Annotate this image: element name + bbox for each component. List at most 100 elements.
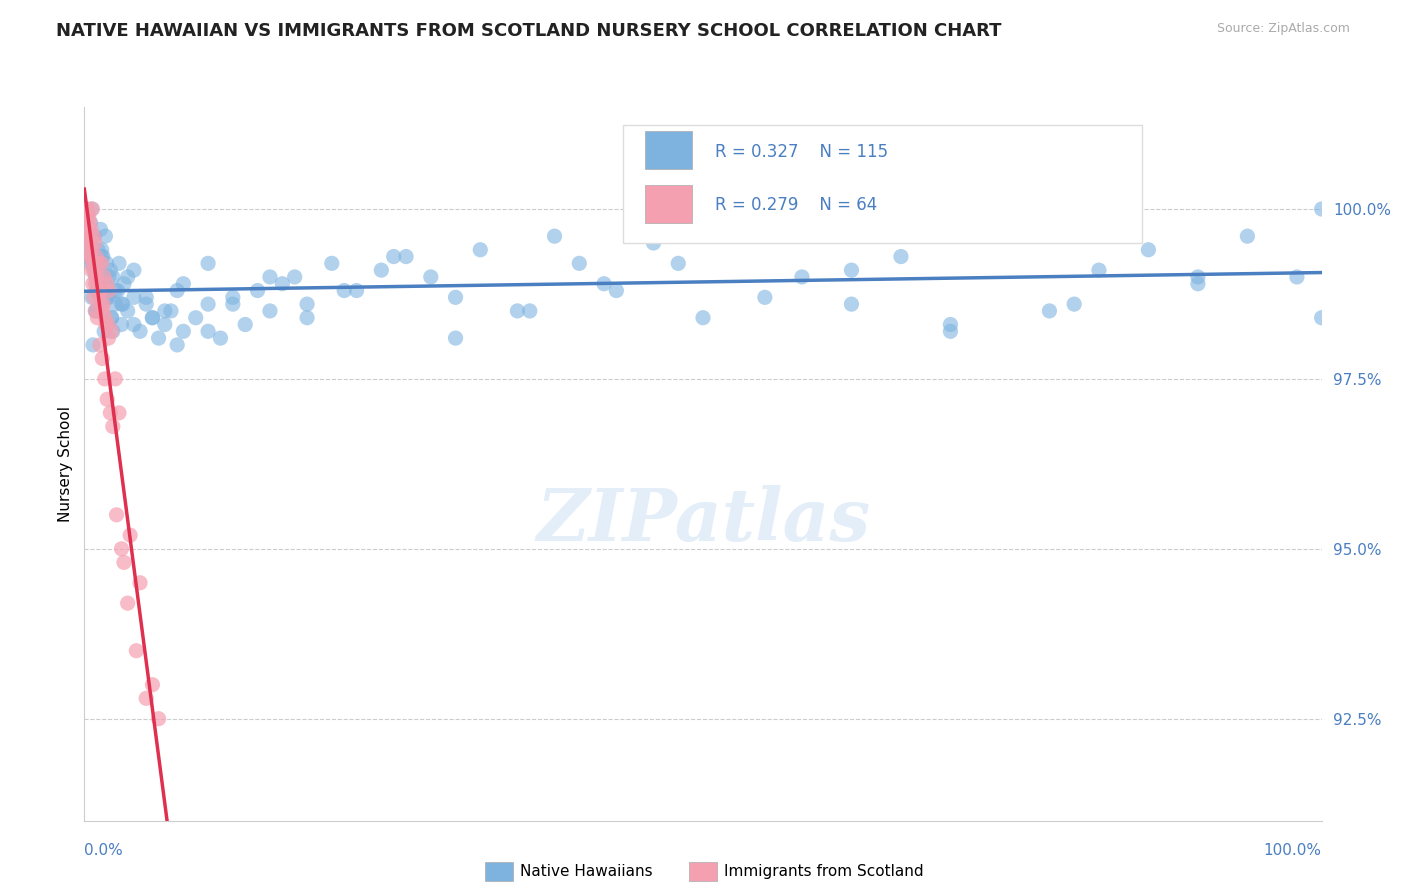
Point: [89, 263, 111, 277]
Point: [79, 216, 101, 230]
Point: [83, 290, 105, 304]
Point: [1088, 263, 1111, 277]
Point: [80, 202, 103, 216]
Point: [75, 202, 97, 216]
Point: [86, 304, 108, 318]
Point: [83, 263, 105, 277]
Point: [141, 310, 163, 325]
Point: [153, 304, 176, 318]
Point: [84, 304, 107, 318]
Point: [605, 284, 627, 298]
Point: [90, 243, 112, 257]
Point: [96, 290, 118, 304]
Point: [246, 284, 269, 298]
Point: [470, 243, 492, 257]
Point: [83, 229, 105, 244]
Point: [100, 310, 122, 325]
Point: [112, 277, 135, 291]
Point: [93, 269, 115, 284]
Point: [93, 297, 115, 311]
Point: [96, 290, 118, 304]
Text: Source: ZipAtlas.com: Source: ZipAtlas.com: [1216, 22, 1350, 36]
Point: [519, 304, 541, 318]
Point: [148, 331, 170, 345]
Point: [1310, 310, 1333, 325]
Point: [79, 256, 101, 270]
Text: R = 0.279    N = 64: R = 0.279 N = 64: [716, 196, 877, 214]
Point: [101, 269, 124, 284]
Point: [110, 297, 132, 311]
Point: [120, 528, 142, 542]
Point: [84, 269, 107, 284]
Point: [197, 324, 219, 338]
Point: [91, 304, 114, 318]
Point: [184, 310, 207, 325]
Point: [80, 243, 103, 257]
Text: Immigrants from Scotland: Immigrants from Scotland: [724, 864, 924, 879]
Point: [135, 297, 157, 311]
Point: [79, 216, 101, 230]
Point: [122, 290, 145, 304]
Point: [153, 318, 176, 332]
Point: [117, 269, 139, 284]
Point: [94, 229, 117, 244]
Point: [79, 250, 101, 264]
Point: [82, 256, 104, 270]
Point: [666, 256, 689, 270]
Point: [370, 263, 392, 277]
Point: [76, 222, 98, 236]
Point: [692, 310, 714, 325]
Point: [77, 235, 100, 250]
Point: [259, 304, 281, 318]
Point: [284, 269, 307, 284]
Point: [98, 263, 121, 277]
Point: [90, 250, 112, 264]
Point: [643, 235, 665, 250]
Point: [84, 304, 107, 318]
Point: [96, 256, 118, 270]
Point: [90, 304, 112, 318]
Point: [108, 256, 131, 270]
Text: R = 0.327    N = 115: R = 0.327 N = 115: [716, 143, 889, 161]
Point: [104, 297, 127, 311]
Point: [97, 331, 120, 345]
Point: [87, 243, 110, 257]
Point: [98, 269, 121, 284]
Point: [100, 310, 122, 325]
Point: [97, 318, 120, 332]
Point: [141, 310, 163, 325]
Point: [841, 297, 863, 311]
Point: [86, 269, 108, 284]
Bar: [645, 131, 692, 169]
Point: [96, 392, 118, 407]
Point: [89, 297, 111, 311]
Point: [77, 209, 100, 223]
Point: [86, 269, 108, 284]
Point: [1310, 202, 1333, 216]
Point: [89, 222, 111, 236]
Point: [271, 277, 294, 291]
Point: [110, 541, 132, 556]
Text: 0.0%: 0.0%: [84, 843, 124, 858]
Point: [96, 277, 118, 291]
Point: [125, 644, 148, 658]
Point: [83, 263, 105, 277]
Point: [395, 250, 418, 264]
Point: [197, 256, 219, 270]
Point: [86, 284, 108, 298]
Point: [122, 263, 145, 277]
Point: [444, 290, 467, 304]
Point: [93, 324, 115, 338]
Point: [117, 596, 139, 610]
Text: ZIPatlas: ZIPatlas: [536, 485, 870, 557]
Point: [346, 284, 368, 298]
Point: [82, 202, 104, 216]
Point: [101, 419, 124, 434]
Point: [87, 277, 110, 291]
Point: [129, 575, 152, 590]
Text: 100.0%: 100.0%: [1264, 843, 1322, 858]
Bar: [623, 125, 1142, 243]
Point: [1137, 243, 1160, 257]
Text: NATIVE HAWAIIAN VS IMMIGRANTS FROM SCOTLAND NURSERY SCHOOL CORRELATION CHART: NATIVE HAWAIIAN VS IMMIGRANTS FROM SCOTL…: [56, 22, 1001, 40]
Point: [506, 304, 529, 318]
